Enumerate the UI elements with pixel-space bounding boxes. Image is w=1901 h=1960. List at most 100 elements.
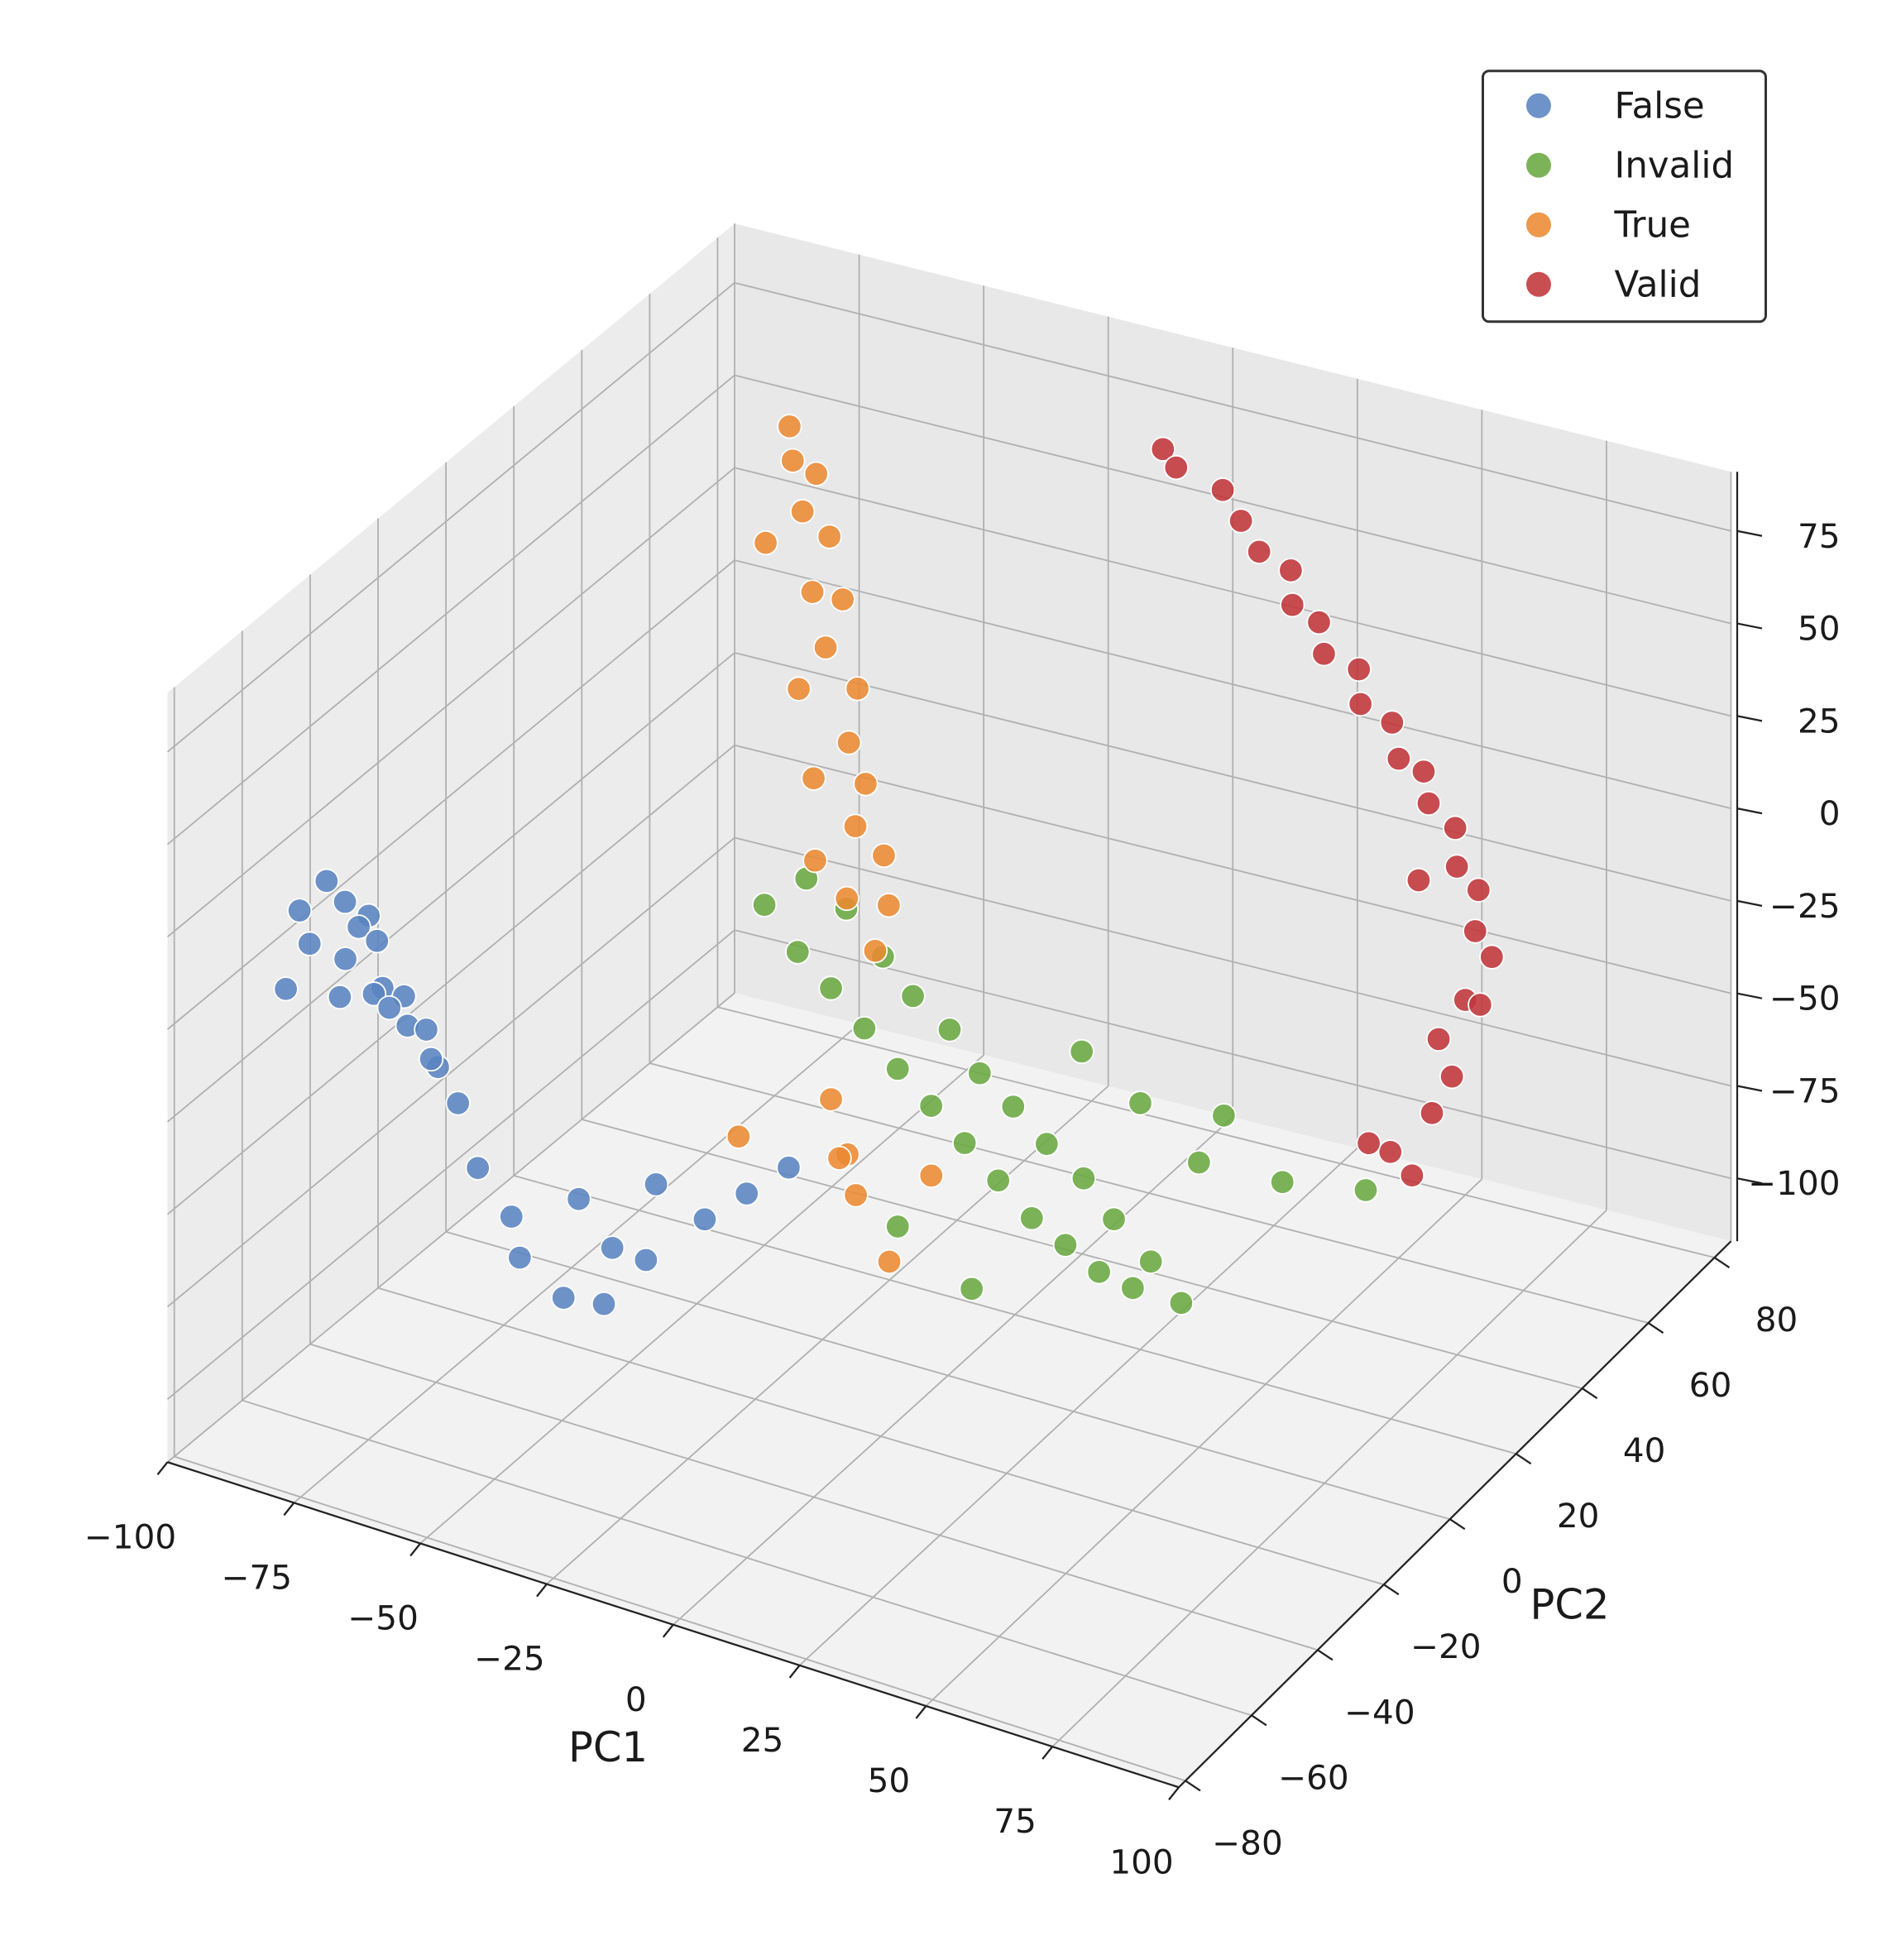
point: [900, 983, 926, 1009]
point: [1120, 1275, 1146, 1301]
point: [507, 1244, 533, 1271]
point: [885, 1056, 911, 1082]
point: [1138, 1248, 1164, 1274]
z-tick-label: 75: [1798, 516, 1841, 556]
point: [853, 771, 879, 797]
point: [1211, 1103, 1237, 1129]
x-tick-label: −25: [474, 1639, 544, 1679]
floor-pane: [167, 993, 1731, 1788]
grid-line: [734, 652, 1731, 902]
point: [1466, 877, 1492, 903]
grid-line: [734, 559, 1731, 809]
point: [818, 1086, 844, 1112]
point: [633, 1247, 659, 1273]
point: [818, 975, 844, 1001]
point: [566, 1186, 591, 1212]
point: [414, 1017, 439, 1042]
legend-marker: [1526, 212, 1551, 237]
legend-box: [1482, 69, 1767, 323]
x-tick: [1041, 1746, 1054, 1760]
y-tick: [1582, 1387, 1598, 1400]
point: [1468, 992, 1493, 1018]
point: [801, 765, 826, 791]
point: [1444, 854, 1470, 879]
grid-line: [309, 1343, 1319, 1651]
point: [1069, 1038, 1094, 1065]
point: [1128, 1090, 1153, 1116]
point: [1228, 508, 1254, 534]
x-tick: [536, 1583, 548, 1598]
y-tick: [1713, 1257, 1731, 1268]
grid-line: [513, 1175, 1516, 1455]
point: [1034, 1131, 1060, 1157]
point: [812, 635, 839, 660]
point: [1353, 1177, 1379, 1203]
x-tick: [283, 1502, 295, 1517]
point: [1439, 1064, 1465, 1090]
legend-label: Valid: [1615, 264, 1702, 305]
z-tick: [1736, 1085, 1763, 1092]
point: [734, 1181, 759, 1206]
x-tick: [1168, 1786, 1180, 1800]
y-tick-label: 0: [1501, 1561, 1523, 1601]
point: [499, 1204, 524, 1229]
x-tick-label: −100: [84, 1517, 176, 1556]
point: [751, 892, 778, 918]
y-tick-label: 80: [1755, 1300, 1798, 1339]
point: [959, 1276, 984, 1301]
point: [842, 813, 869, 839]
grid-line: [166, 467, 735, 938]
grid: [166, 223, 1732, 1788]
grid-line: [445, 1230, 1451, 1521]
grid-line: [582, 1119, 1583, 1389]
x-axis-line: [167, 1461, 1180, 1789]
point: [1052, 1232, 1079, 1258]
point: [1163, 454, 1189, 481]
legend-label: True: [1614, 204, 1691, 246]
point: [876, 1248, 903, 1275]
left-pane: [167, 223, 735, 1463]
point: [753, 530, 778, 556]
x-tick-label: 25: [741, 1720, 784, 1760]
grid-line: [546, 1085, 1109, 1585]
z-tick-label: 0: [1819, 793, 1841, 833]
point: [1280, 592, 1305, 618]
point: [1306, 609, 1332, 635]
y-tick: [1251, 1714, 1267, 1727]
point: [836, 730, 862, 755]
grid-line: [734, 744, 1731, 994]
point: [803, 461, 829, 486]
y-tick-label: −80: [1212, 1823, 1282, 1862]
grid-line: [242, 1399, 1252, 1717]
point: [1346, 656, 1372, 683]
y-tick: [1185, 1780, 1201, 1792]
point: [790, 499, 816, 525]
z-tick-label: 25: [1798, 701, 1841, 740]
point: [1356, 1130, 1381, 1156]
grid-line: [649, 1062, 1649, 1324]
point: [816, 524, 842, 549]
grid-line: [925, 1178, 1482, 1707]
point: [799, 579, 826, 605]
point: [1348, 691, 1373, 717]
point: [273, 976, 299, 1002]
point: [1425, 1026, 1452, 1052]
grid-line: [798, 1148, 1358, 1666]
point: [834, 885, 860, 912]
x-tick-label: 100: [1109, 1842, 1173, 1881]
y-tick-label: 20: [1557, 1496, 1600, 1536]
grid-line: [166, 282, 735, 753]
point: [1270, 1169, 1295, 1195]
point: [967, 1061, 993, 1086]
point: [1070, 1166, 1097, 1191]
x-axis-label: PC1: [568, 1723, 648, 1771]
y-axis-label: PC2: [1530, 1580, 1610, 1628]
grid-line: [734, 374, 1731, 625]
point: [1399, 1162, 1425, 1188]
point: [862, 938, 888, 964]
y-tick: [1647, 1322, 1664, 1334]
point: [600, 1235, 625, 1261]
point: [871, 842, 897, 869]
grid-line: [166, 559, 735, 1030]
